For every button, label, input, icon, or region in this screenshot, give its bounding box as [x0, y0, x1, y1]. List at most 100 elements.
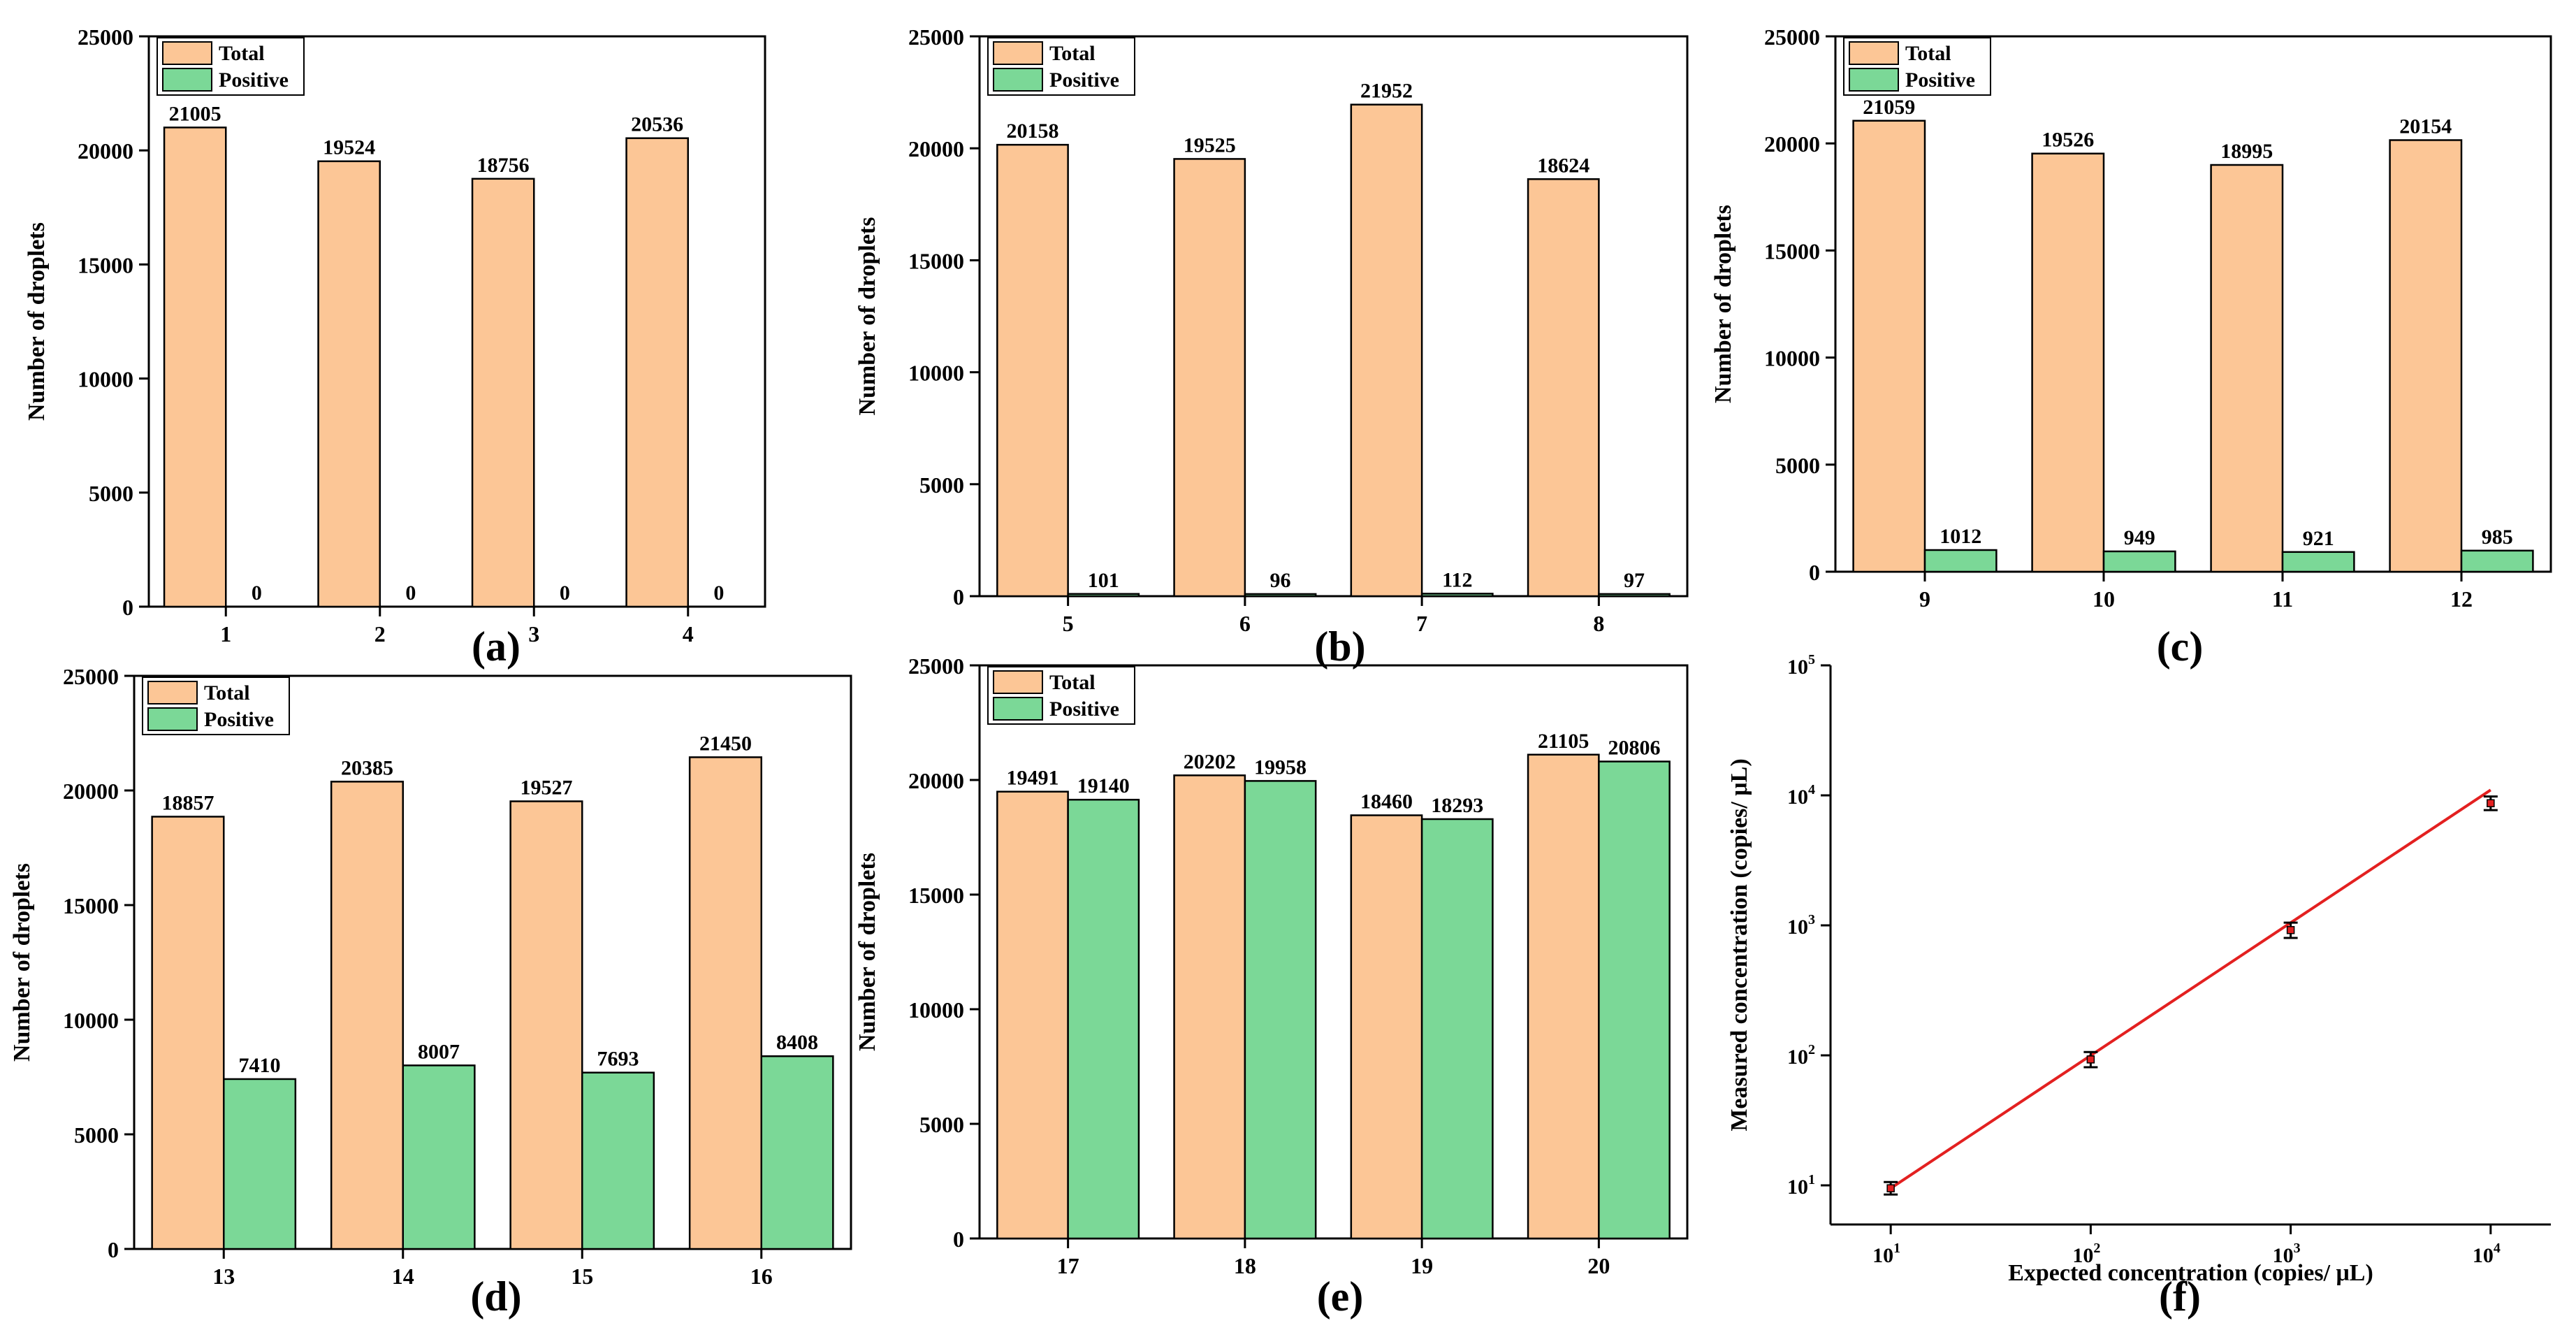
bar-total-10	[2031, 152, 2105, 573]
bar-total-2	[317, 160, 381, 608]
legend-swatch-positive	[162, 68, 212, 92]
data-label-total-8: 18624	[1537, 154, 1589, 177]
bar-total-7	[1350, 103, 1423, 598]
data-label-total-19: 18460	[1360, 790, 1413, 814]
data-label-positive-6: 96	[1270, 569, 1291, 592]
panel-e-bar-chart: 0 5000 10000 15000 20000 25000 Number of dropl…	[854, 653, 1689, 1320]
y-tick-label: 10000	[63, 1008, 119, 1033]
x-tick-label: 15	[571, 1264, 593, 1289]
data-label-total-12: 20154	[2399, 115, 2452, 138]
data-label-total-3: 18756	[477, 154, 530, 177]
y-axis-title: Measured concentration (copies/ μL)	[1726, 758, 1752, 1131]
bar-total-14	[330, 781, 404, 1250]
plot-frame	[978, 664, 1689, 1240]
bar-positive-7	[1420, 593, 1494, 598]
bar-total-19	[1350, 814, 1423, 1240]
y-tick-label: 5000	[74, 1122, 119, 1148]
data-label-positive-15: 7693	[597, 1048, 639, 1071]
data-label-total-6: 19525	[1184, 133, 1236, 157]
legend-label-total: Total	[1049, 42, 1096, 65]
bar-positive-5	[1067, 593, 1140, 598]
y-tick-label: 10000	[908, 361, 964, 386]
x-tick-label: 13	[212, 1264, 235, 1289]
bar-total-15	[509, 800, 583, 1250]
bar-positive-10	[2102, 550, 2176, 573]
data-label-positive-19: 18293	[1431, 794, 1483, 817]
data-label-positive-16: 8408	[776, 1031, 818, 1054]
y-tick-label: 20000	[78, 138, 133, 164]
y-tick-label: 0	[953, 1227, 964, 1252]
bar-total-16	[688, 756, 763, 1250]
y-tick-label: 15000	[908, 248, 964, 273]
data-label-positive-9: 1012	[1940, 525, 1981, 548]
plot-frame	[147, 35, 766, 608]
y-tick-label: 25000	[908, 24, 964, 50]
y-axis-title: Number of droplets	[854, 217, 880, 416]
y-tick-label: 20000	[1764, 131, 1820, 157]
legend-swatch-total	[1849, 41, 1899, 65]
y-tick-label: 10000	[908, 997, 964, 1023]
data-label-positive-17: 19140	[1077, 774, 1130, 797]
bar-total-3	[471, 178, 535, 608]
data-label-total-17: 19491	[1006, 767, 1058, 790]
bar-positive-8	[1598, 593, 1671, 598]
panel-label: (e)	[1317, 1273, 1364, 1320]
legend-swatch-total	[993, 41, 1043, 65]
data-label-positive-4: 0	[713, 581, 724, 605]
x-axis-title: Expected concentration (copies/ μL)	[2008, 1260, 2373, 1286]
x-tick-label: 11	[2272, 586, 2293, 612]
plot-frame	[133, 674, 852, 1250]
y-tick-label: 15000	[78, 252, 133, 277]
data-label-total-20: 21105	[1538, 730, 1589, 753]
data-label-total-4: 20536	[631, 113, 683, 136]
y-tick-label: 0	[953, 584, 964, 609]
bar-positive-15	[581, 1071, 655, 1250]
x-tick-label: 5	[1063, 611, 1074, 636]
y-tick-label: 105	[1787, 652, 1815, 679]
y-tick-label: 15000	[63, 893, 119, 918]
x-tick-label: 17	[1057, 1253, 1079, 1278]
plot-frame	[1834, 35, 2552, 573]
legend-swatch-positive	[993, 697, 1043, 721]
data-label-total-9: 21059	[1863, 96, 1915, 119]
bar-positive-13	[223, 1078, 297, 1250]
y-tick-label: 103	[1787, 912, 1815, 939]
y-tick-label: 5000	[89, 481, 133, 506]
bar-positive-14	[402, 1064, 476, 1250]
legend-swatch-total	[993, 670, 1043, 694]
data-label-positive-7: 112	[1442, 568, 1472, 591]
legend-swatch-positive	[1849, 68, 1899, 92]
legend-label-positive: Positive	[1905, 68, 1975, 92]
bar-total-11	[2210, 164, 2284, 573]
panel-label: (d)	[470, 1273, 521, 1320]
data-label-total-13: 18857	[161, 791, 214, 814]
bar-positive-20	[1598, 760, 1671, 1240]
y-tick-label: 25000	[63, 664, 119, 689]
y-tick-label: 15000	[1764, 238, 1820, 263]
legend-label-total: Total	[1049, 671, 1096, 694]
legend-label-positive: Positive	[1049, 68, 1119, 92]
data-label-total-2: 19524	[323, 136, 375, 159]
x-tick-label: 103	[2273, 1241, 2301, 1267]
data-label-total-1: 21005	[169, 102, 221, 125]
x-tick-label: 14	[392, 1264, 414, 1289]
x-tick-label: 9	[1919, 586, 1930, 612]
x-tick-label: 2	[374, 621, 386, 646]
legend-label-positive: Positive	[204, 708, 274, 731]
x-tick-label: 4	[683, 621, 694, 646]
data-label-total-14: 20385	[341, 756, 393, 779]
data-point	[2487, 799, 2495, 808]
x-tick-label: 1	[220, 621, 231, 646]
legend-swatch-total	[147, 681, 198, 704]
data-label-total-5: 20158	[1006, 120, 1058, 143]
legend-label-total: Total	[1905, 42, 1951, 65]
data-label-positive-8: 97	[1624, 569, 1645, 592]
data-label-positive-12: 985	[2482, 526, 2513, 549]
bar-total-8	[1527, 178, 1600, 598]
panel-label: (b)	[1314, 623, 1365, 670]
data-label-positive-10: 949	[2124, 526, 2155, 549]
y-tick-label: 25000	[908, 653, 964, 679]
y-tick-label: 10000	[1764, 346, 1820, 371]
bar-positive-19	[1420, 818, 1494, 1240]
bar-positive-11	[2281, 551, 2355, 573]
